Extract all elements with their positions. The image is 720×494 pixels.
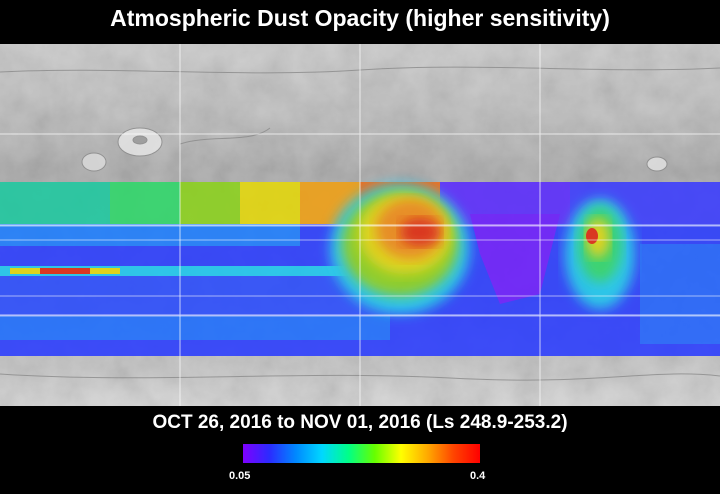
- volcano-tharsis-1: [81, 152, 107, 172]
- colorbar-min-label: 0.05: [229, 470, 251, 482]
- ridge-south: [0, 373, 720, 381]
- valles-ridge: [179, 127, 271, 145]
- band-green: [110, 182, 180, 224]
- band-yellow: [240, 182, 300, 224]
- map-title: Atmospheric Dust Opacity (higher sensiti…: [110, 5, 610, 31]
- graticule: [0, 44, 720, 406]
- map-graphic: [0, 44, 720, 406]
- mars-dust-map: [0, 44, 720, 406]
- east-lightblue: [640, 244, 720, 344]
- east-red: [586, 228, 598, 244]
- dust-opacity-overlay: [0, 182, 720, 356]
- storm-red: [400, 218, 440, 246]
- volcano-elysium: [646, 156, 668, 172]
- terrain-features: [0, 66, 720, 381]
- row-blue-3: [0, 316, 390, 340]
- colorbar-fill: [243, 444, 480, 463]
- row-hot-strip-core: [40, 268, 90, 274]
- row-lightblue-1: [0, 224, 300, 246]
- volcano-olympus-caldera: [132, 135, 148, 145]
- band-yellowgreen: [180, 182, 240, 224]
- violet-trough: [470, 214, 560, 304]
- colorbar: [243, 444, 480, 463]
- row-blue-1: [0, 246, 300, 266]
- colorbar-max-label: 0.4: [470, 470, 486, 482]
- band-green-west: [0, 182, 110, 224]
- date-range: OCT 26, 2016 to NOV 01, 2016 (Ls 248.9-2…: [152, 412, 568, 433]
